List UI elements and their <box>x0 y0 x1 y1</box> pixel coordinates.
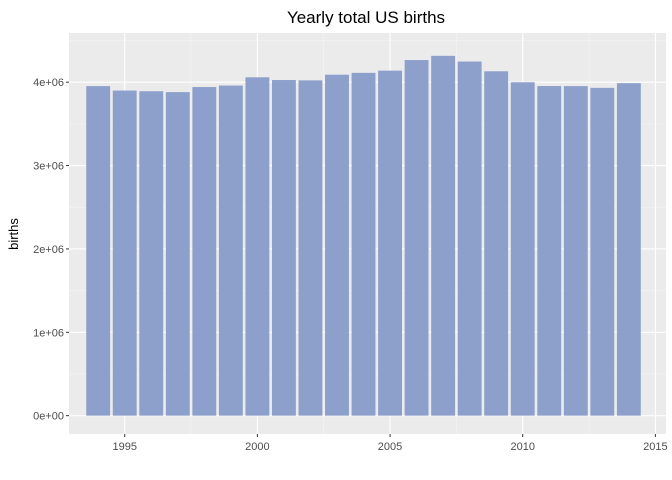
x-tick-label: 2005 <box>378 441 402 453</box>
y-axis: 0e+00 1e+06 2e+06 3e+06 4e+06 <box>33 77 69 423</box>
bar-2006 <box>404 60 429 416</box>
bar-2010 <box>510 82 535 416</box>
bars <box>86 55 641 416</box>
bar-2008 <box>457 61 482 416</box>
bar-1997 <box>165 92 190 416</box>
bar-2001 <box>271 80 296 416</box>
bar-2009 <box>484 71 509 416</box>
y-tick-label: 0e+00 <box>33 411 64 423</box>
bar-2011 <box>537 86 562 416</box>
bar-2004 <box>351 72 376 416</box>
bar-2003 <box>325 74 349 416</box>
x-tick-label: 2010 <box>510 441 534 453</box>
bar-1996 <box>139 91 164 416</box>
bar-1995 <box>112 90 137 416</box>
x-axis: 1995 2000 2005 2010 2015 <box>112 434 668 453</box>
chart-title: Yearly total US births <box>287 8 445 27</box>
y-tick-label: 2e+06 <box>33 244 64 256</box>
y-tick-label: 4e+06 <box>33 77 64 89</box>
x-tick-label: 1995 <box>112 441 136 453</box>
bar-1999 <box>218 85 243 416</box>
bar-2007 <box>431 55 456 416</box>
x-tick-label: 2015 <box>643 441 667 453</box>
bar-1994 <box>86 86 111 416</box>
bar-2014 <box>616 83 641 416</box>
y-tick-label: 1e+06 <box>33 327 64 339</box>
y-tick-label: 3e+06 <box>33 161 64 173</box>
bar-2002 <box>298 80 323 416</box>
bar-2013 <box>590 87 615 416</box>
x-tick-label: 2000 <box>245 441 269 453</box>
bar-2000 <box>245 77 270 416</box>
y-axis-label: births <box>6 218 21 250</box>
bar-2005 <box>378 70 402 416</box>
bar-2012 <box>563 86 588 416</box>
bar-1998 <box>192 87 217 416</box>
